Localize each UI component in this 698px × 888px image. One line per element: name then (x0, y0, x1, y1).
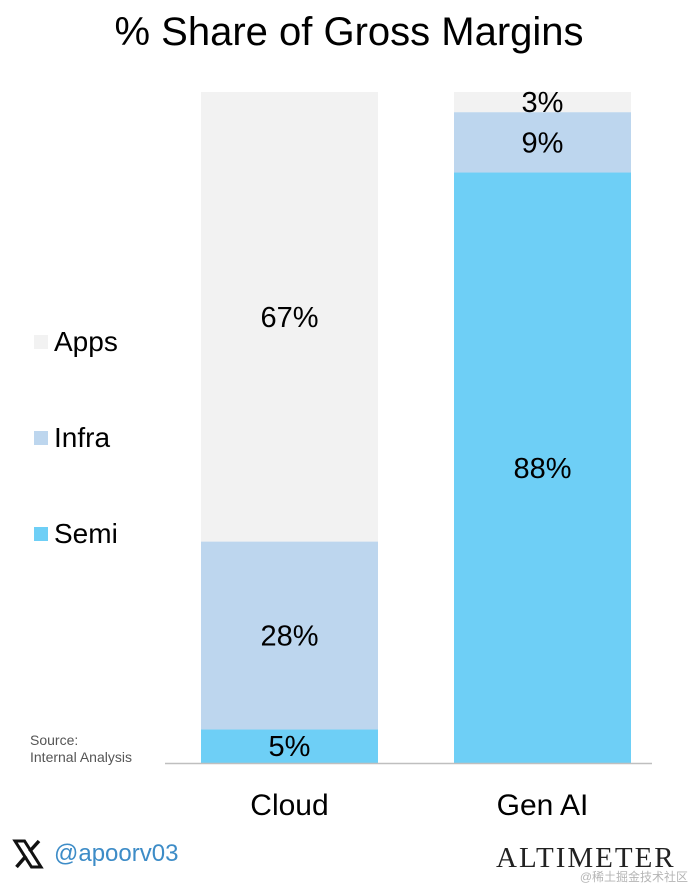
twitter-handle[interactable]: @apoorv03 (12, 838, 178, 870)
bar-cloud-apps (201, 92, 378, 542)
bar-gen-ai-infra (454, 112, 631, 173)
legend-item-infra: Infra (34, 422, 110, 454)
bar-cloud-infra (201, 541, 378, 730)
legend-label-infra: Infra (54, 422, 111, 453)
altimeter-logo-text: ALTIMETER (496, 842, 676, 874)
legend-swatch-infra (34, 431, 48, 445)
source-value: Internal Analysis (30, 749, 132, 765)
watermark: @稀土掘金技术社区 (579, 870, 688, 884)
legend-label-semi: Semi (54, 518, 118, 549)
legend-label-apps: Apps (54, 326, 118, 357)
legend-item-semi: Semi (34, 518, 118, 550)
data-label-gen-ai-apps: 3% (522, 87, 564, 119)
data-label-gen-ai-semi: 88% (513, 453, 571, 485)
data-label-gen-ai-infra: 9% (522, 127, 564, 159)
bar-cloud-semi (201, 729, 378, 763)
bar-gen-ai-apps (454, 92, 631, 113)
legend-swatch-semi (34, 527, 48, 541)
legend-swatch-apps (34, 335, 48, 349)
bar-gen-ai-semi (454, 172, 631, 763)
x-logo-icon (12, 839, 44, 869)
category-label-cloud: Cloud (250, 789, 328, 822)
legend-item-apps: Apps (34, 326, 118, 358)
data-label-cloud-semi: 5% (269, 731, 311, 763)
category-label-gen-ai: Gen AI (497, 789, 589, 822)
source-label: Source: (30, 732, 79, 748)
source-note: Source: Internal Analysis (30, 732, 170, 766)
altimeter-logo: ALTIMETER (496, 842, 676, 875)
data-label-cloud-infra: 28% (260, 621, 318, 653)
chart-title: % Share of Gross Margins (114, 10, 584, 54)
twitter-handle-text: @apoorv03 (54, 840, 179, 867)
data-label-cloud-apps: 67% (260, 302, 318, 334)
